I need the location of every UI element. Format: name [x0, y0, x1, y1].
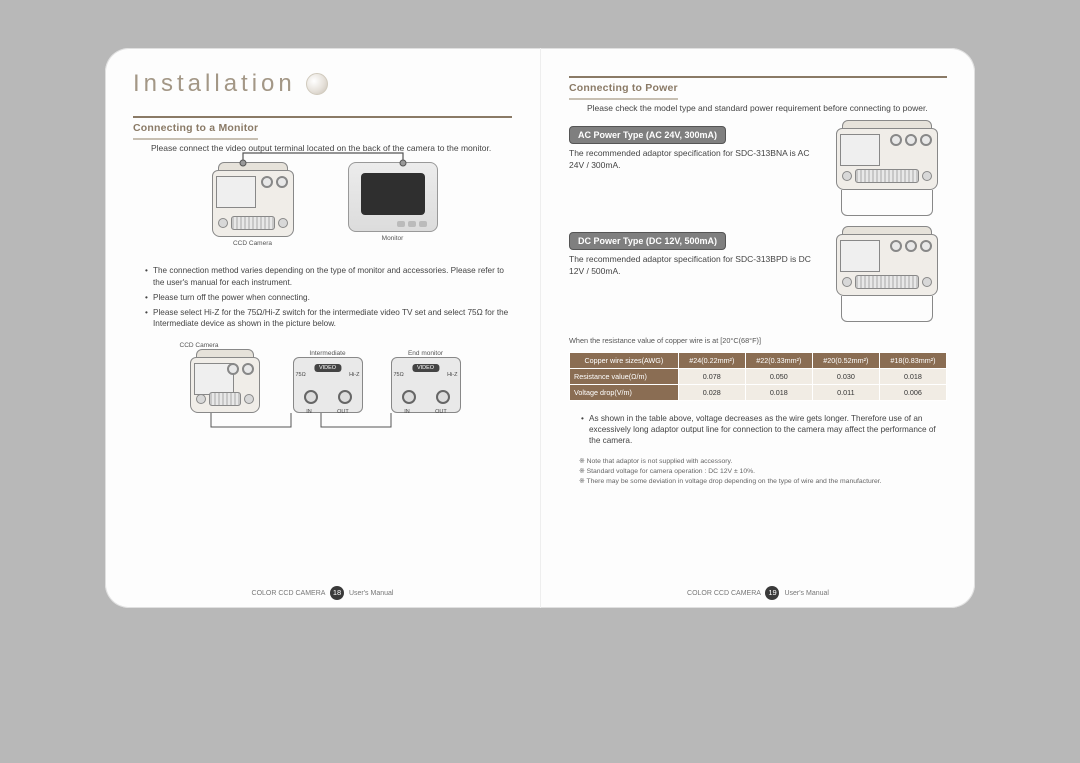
- footnote: There may be some deviation in voltage d…: [579, 477, 947, 486]
- table-header: Copper wire sizes(AWG): [570, 353, 679, 369]
- table-cell: 0.018: [879, 369, 946, 385]
- footnote: Standard voltage for camera operation : …: [579, 467, 947, 476]
- hiz-label: Hi-Z: [447, 372, 457, 378]
- footnote: Note that adaptor is not supplied with a…: [579, 457, 947, 466]
- subhead-divider: Connecting to Power: [569, 76, 947, 100]
- video-label: VIDEO: [412, 364, 439, 372]
- in-label: IN: [306, 409, 312, 415]
- ac-text: The recommended adaptor specification fo…: [569, 148, 815, 171]
- camera-back-icon: [186, 349, 264, 413]
- table-header: #20(0.52mm²): [812, 353, 879, 369]
- bullet-item: Please turn off the power when connectin…: [145, 292, 512, 303]
- camera-back-icon: [208, 162, 298, 237]
- caption-camera: CCD Camera: [203, 240, 303, 247]
- caption-monitor: Monitor: [343, 235, 443, 242]
- post-table-bullets: As shown in the table above, voltage dec…: [569, 413, 947, 450]
- bullet-item: The connection method varies depending o…: [145, 265, 512, 287]
- in-label: IN: [404, 409, 410, 415]
- page-title: Installation: [133, 70, 296, 98]
- footer-post: User's Manual: [349, 590, 394, 597]
- wire-spec-table: Copper wire sizes(AWG) #24(0.22mm²) #22(…: [569, 352, 947, 401]
- subhead-divider: Connecting to a Monitor: [133, 116, 512, 140]
- page-left: Installation Connecting to a Monitor Ple…: [105, 48, 540, 608]
- footer-pre: COLOR CCD CAMERA: [687, 590, 761, 597]
- viewport: Installation Connecting to a Monitor Ple…: [0, 0, 1080, 763]
- bullet-list-left: The connection method varies depending o…: [133, 265, 512, 332]
- table-row: Voltage drop(V/m) 0.028 0.018 0.011 0.00…: [570, 385, 947, 401]
- page-title-row: Installation: [133, 70, 512, 98]
- subhead-monitor: Connecting to a Monitor: [133, 120, 258, 140]
- out-label: OUT: [435, 409, 447, 415]
- intermediate-box-icon: VIDEO 75Ω Hi-Z IN OUT: [293, 357, 363, 413]
- table-cell: 0.018: [745, 385, 812, 401]
- subhead-power: Connecting to Power: [569, 80, 678, 100]
- table-cell: 0.006: [879, 385, 946, 401]
- table-header: #18(0.83mm²): [879, 353, 946, 369]
- ac-power-section: AC Power Type (AC 24V, 300mA) The recomm…: [569, 120, 947, 216]
- table-cell: Voltage drop(V/m): [570, 385, 679, 401]
- intro-text-right: Please check the model type and standard…: [569, 103, 947, 114]
- page-number: 19: [765, 586, 779, 600]
- ohm-label: 75Ω: [296, 372, 306, 378]
- caption-endmonitor: End monitor: [386, 350, 466, 357]
- caption-camera2: CCD Camera: [180, 342, 270, 349]
- manual-spread: Installation Connecting to a Monitor Ple…: [105, 48, 975, 608]
- page-number: 18: [330, 586, 344, 600]
- camera-back-icon: [832, 226, 942, 296]
- out-label: OUT: [337, 409, 349, 415]
- table-cell: 0.011: [812, 385, 879, 401]
- page-footer-right: COLOR CCD CAMERA 19 User's Manual: [569, 576, 947, 600]
- footer-post: User's Manual: [784, 590, 829, 597]
- monitor-connection-figure: CCD Camera Monitor: [133, 162, 512, 277]
- end-monitor-box-icon: VIDEO 75Ω Hi-Z IN OUT: [391, 357, 461, 413]
- dc-power-figure: [827, 226, 947, 322]
- intro-text-left: Please connect the video output terminal…: [133, 143, 512, 154]
- bullet-item: Please select Hi-Z for the 75Ω/Hi-Z swit…: [145, 307, 512, 329]
- ohm-label: 75Ω: [394, 372, 404, 378]
- table-caption: When the resistance value of copper wire…: [569, 336, 947, 346]
- table-cell: 0.078: [678, 369, 745, 385]
- title-ornament-icon: [306, 73, 328, 95]
- table-cell: Resistance value(Ω/m): [570, 369, 679, 385]
- table-header: #24(0.22mm²): [678, 353, 745, 369]
- page-footer-left: COLOR CCD CAMERA 18 User's Manual: [133, 576, 512, 600]
- ac-chip: AC Power Type (AC 24V, 300mA): [569, 126, 726, 144]
- dc-power-section: DC Power Type (DC 12V, 500mA) The recomm…: [569, 226, 947, 322]
- table-cell: 0.050: [745, 369, 812, 385]
- table-cell: 0.028: [678, 385, 745, 401]
- table-row: Copper wire sizes(AWG) #24(0.22mm²) #22(…: [570, 353, 947, 369]
- dc-chip: DC Power Type (DC 12V, 500mA): [569, 232, 726, 250]
- page-right: Connecting to Power Please check the mod…: [540, 48, 975, 608]
- table-header: #22(0.33mm²): [745, 353, 812, 369]
- video-label: VIDEO: [314, 364, 341, 372]
- bullet-item: As shown in the table above, voltage dec…: [581, 413, 947, 446]
- footer-pre: COLOR CCD CAMERA: [252, 590, 326, 597]
- monitor-icon: [348, 162, 438, 232]
- chain-figure: CCD Camera Intermediate VIDEO 75Ω Hi-Z: [133, 339, 512, 439]
- caption-intermediate: Intermediate: [288, 350, 368, 357]
- ac-power-figure: [827, 120, 947, 216]
- table-cell: 0.030: [812, 369, 879, 385]
- footnotes: Note that adaptor is not supplied with a…: [569, 457, 947, 488]
- table-row: Resistance value(Ω/m) 0.078 0.050 0.030 …: [570, 369, 947, 385]
- hiz-label: Hi-Z: [349, 372, 359, 378]
- dc-text: The recommended adaptor specification fo…: [569, 254, 815, 277]
- camera-back-icon: [832, 120, 942, 190]
